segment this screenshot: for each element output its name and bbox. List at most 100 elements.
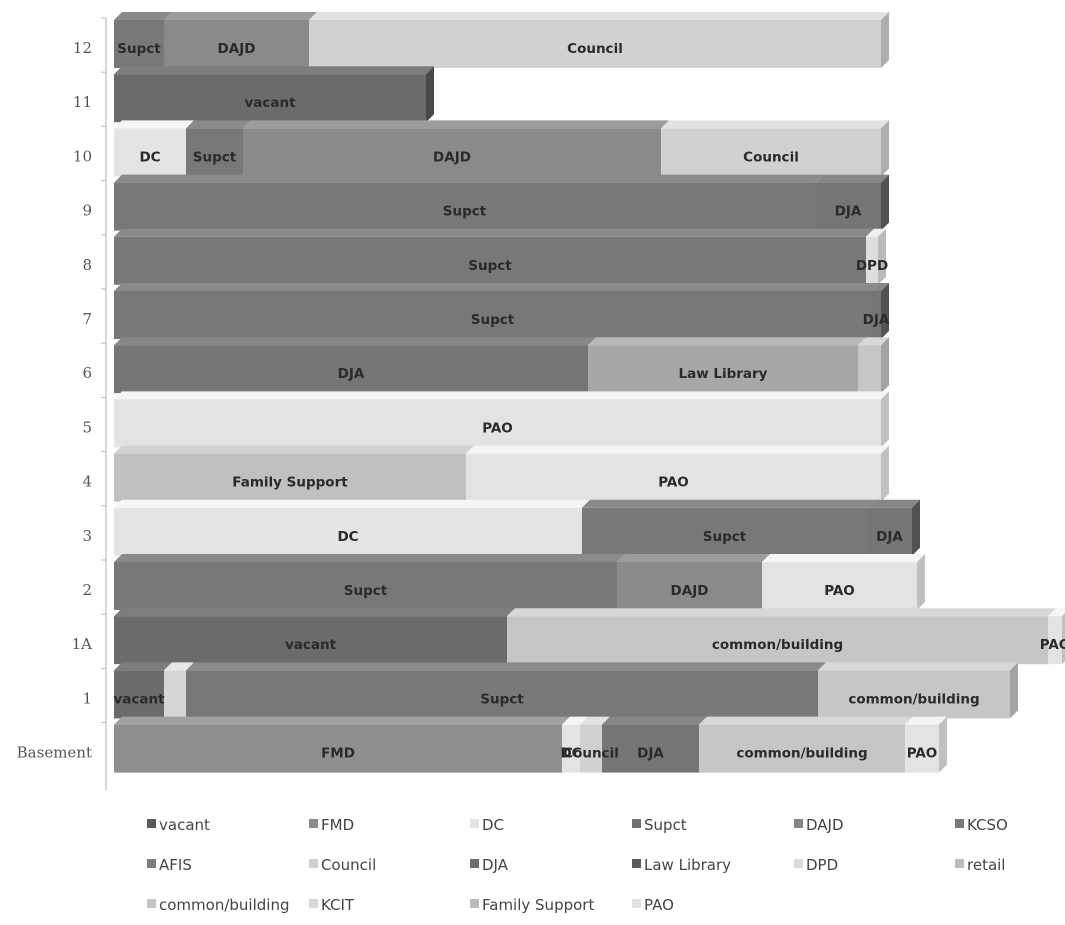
bar-front-face [114, 562, 617, 610]
legend-label: common/building [159, 896, 289, 914]
segment-label: vacant [244, 95, 296, 111]
bar-segment-1a-common-building [507, 608, 1056, 665]
legend-label: KCSO [967, 816, 1008, 834]
bar-front-face [818, 670, 1010, 719]
bar-side-face [881, 445, 889, 502]
bar-side-face [881, 391, 889, 448]
bar-segment-8-supct [114, 228, 874, 285]
legend-swatch [147, 899, 156, 908]
legend-item-law-library: Law Library [632, 856, 731, 874]
bar-side-face [912, 499, 920, 556]
legend-label: AFIS [159, 856, 192, 874]
bar-segment-3-dja [867, 499, 920, 556]
bar-segment-7-supct [114, 283, 879, 339]
bar-side-face [917, 554, 925, 610]
legend-item-kcso: KCSO [955, 816, 1008, 834]
bar-segment-9-supct [114, 174, 823, 231]
bar-front-face [580, 724, 602, 773]
bar-top-face [602, 716, 707, 725]
bar-segment-12-supct [114, 12, 172, 68]
bar-side-face [878, 228, 886, 285]
bar-segment-11-vacant [114, 66, 434, 123]
bar-top-face [699, 716, 913, 725]
legend-item-fmd: FMD [309, 816, 354, 834]
bar-front-face [582, 507, 867, 556]
bar-segment-6-common-building [858, 337, 889, 394]
bar-segment-4-family-support [114, 445, 474, 502]
floor-label-12: 12 [73, 39, 92, 57]
segment-label: DJA [637, 746, 664, 762]
bar-top-face [114, 120, 194, 129]
bar-segment-basement-common-building [699, 716, 913, 773]
segment-label: Council [567, 41, 623, 57]
segment-label: PAO [907, 746, 938, 762]
bar-segment-basement-dja [602, 716, 707, 773]
bar-segment-2-supct [114, 554, 625, 610]
bar-top-face [580, 716, 610, 725]
legend-swatch [309, 819, 318, 828]
bar-top-face [114, 554, 625, 562]
legend-swatch [632, 819, 641, 828]
bar-segment-12-dajd [164, 12, 317, 68]
bar-top-face [114, 608, 515, 617]
bar-front-face [186, 670, 818, 719]
segment-label: Council [563, 746, 619, 762]
bar-top-face [815, 174, 889, 183]
legend-label: DC [482, 816, 504, 834]
bar-top-face [114, 12, 172, 20]
segment-label: DJA [835, 204, 862, 220]
bar-top-face [114, 66, 434, 75]
bar-front-face [114, 291, 871, 339]
bar-top-face [507, 608, 1056, 617]
segment-label: Supct [471, 312, 515, 328]
bar-segment-1a-pao [1048, 608, 1065, 665]
segment-label: PAO [482, 420, 513, 436]
bar-top-face [164, 12, 317, 20]
bar-top-face [867, 499, 920, 508]
bar-front-face [905, 724, 939, 773]
legend-swatch [955, 859, 964, 868]
legend-swatch [632, 899, 641, 908]
bar-front-face [114, 724, 562, 773]
segment-label: DAJD [433, 149, 471, 165]
segment-label: DJA [876, 529, 903, 545]
legend-label: Family Support [482, 896, 594, 914]
bar-top-face [114, 337, 596, 346]
legend-item-afis: AFIS [147, 856, 192, 874]
floor-label-1a: 1A [72, 635, 93, 653]
bar-side-face [1010, 662, 1018, 719]
segment-label: DC [560, 746, 581, 762]
segment-label: DC [337, 529, 358, 545]
legend-label: FMD [321, 816, 354, 834]
bar-top-face [562, 716, 588, 725]
segment-label: Supct [117, 41, 161, 57]
bar-segment-3-supct [582, 499, 875, 556]
bar-side-face [881, 283, 889, 339]
bar-front-face [114, 670, 164, 719]
floor-label-4: 4 [82, 473, 92, 491]
bar-segment-6-dja [114, 337, 596, 394]
segment-label: common/building [848, 691, 979, 707]
bar-segment-basement-fmd [114, 716, 570, 773]
bar-side-face [939, 716, 947, 773]
legend-item-pao: PAO [632, 896, 674, 914]
bar-top-face [762, 554, 925, 562]
legend-item-supct: Supct [632, 816, 687, 834]
bar-front-face [866, 236, 878, 285]
bar-top-face [309, 12, 889, 20]
legend-item-dc: DC [470, 816, 504, 834]
bar-top-face [114, 391, 889, 400]
bar-top-face [866, 228, 886, 237]
floor-label-9: 9 [82, 202, 92, 220]
legend-label: DAJD [806, 816, 844, 834]
bar-front-face [114, 182, 815, 231]
bar-side-face [881, 120, 889, 177]
segment-label: Family Support [232, 475, 348, 491]
bar-top-face [114, 499, 590, 508]
segment-label: Council [743, 149, 799, 165]
legend-swatch [794, 859, 803, 868]
bar-side-face [881, 337, 889, 394]
bar-front-face [762, 562, 917, 610]
bar-front-face [309, 20, 881, 68]
